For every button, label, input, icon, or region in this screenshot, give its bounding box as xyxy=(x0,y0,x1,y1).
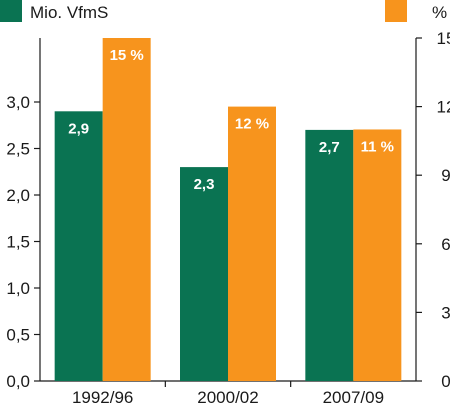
bar-label-percent: 12 % xyxy=(235,116,269,133)
bar-mio-vfms xyxy=(305,129,354,381)
legend-label-percent: % xyxy=(432,3,447,22)
bar-label-mio-vfms: 2,7 xyxy=(319,139,340,156)
right-axis-tick-label: 15 xyxy=(437,29,450,48)
legend-swatch-percent xyxy=(385,0,407,22)
left-axis-tick-label: 2,0 xyxy=(6,186,30,205)
legend-swatch-mio-vfms xyxy=(0,0,22,22)
bar-label-mio-vfms: 2,9 xyxy=(68,120,89,137)
bar-label-percent: 15 % xyxy=(110,47,144,64)
bar-percent xyxy=(228,106,276,381)
left-axis-tick-label: 2,5 xyxy=(6,140,30,159)
bar-label-percent: 11 % xyxy=(361,138,394,155)
x-axis-category-label: 2000/02 xyxy=(197,388,258,407)
left-axis-tick-label: 1,0 xyxy=(6,279,30,298)
left-axis-tick-label: 0,0 xyxy=(6,372,30,391)
right-axis-tick-label: 6 xyxy=(441,235,450,254)
bar-mio-vfms xyxy=(54,111,103,382)
x-axis-category-label: 2007/09 xyxy=(323,388,384,407)
right-axis-tick-label: 12 xyxy=(437,98,450,117)
bar-percent xyxy=(102,38,151,381)
left-axis-tick-label: 0,5 xyxy=(6,326,30,345)
bar-mio-vfms xyxy=(180,167,228,381)
right-axis-tick-label: 9 xyxy=(441,166,450,185)
left-axis-tick-label: 1,5 xyxy=(6,233,30,252)
bar-percent xyxy=(353,129,402,381)
right-axis-tick-label: 0 xyxy=(441,372,450,391)
right-axis-tick-label: 3 xyxy=(441,303,450,322)
x-axis-category-label: 1992/96 xyxy=(72,388,133,407)
bar-label-mio-vfms: 2,3 xyxy=(194,176,215,193)
legend-label-mio-vfms: Mio. VfmS xyxy=(30,3,108,22)
left-axis-tick-label: 3,0 xyxy=(6,93,30,112)
